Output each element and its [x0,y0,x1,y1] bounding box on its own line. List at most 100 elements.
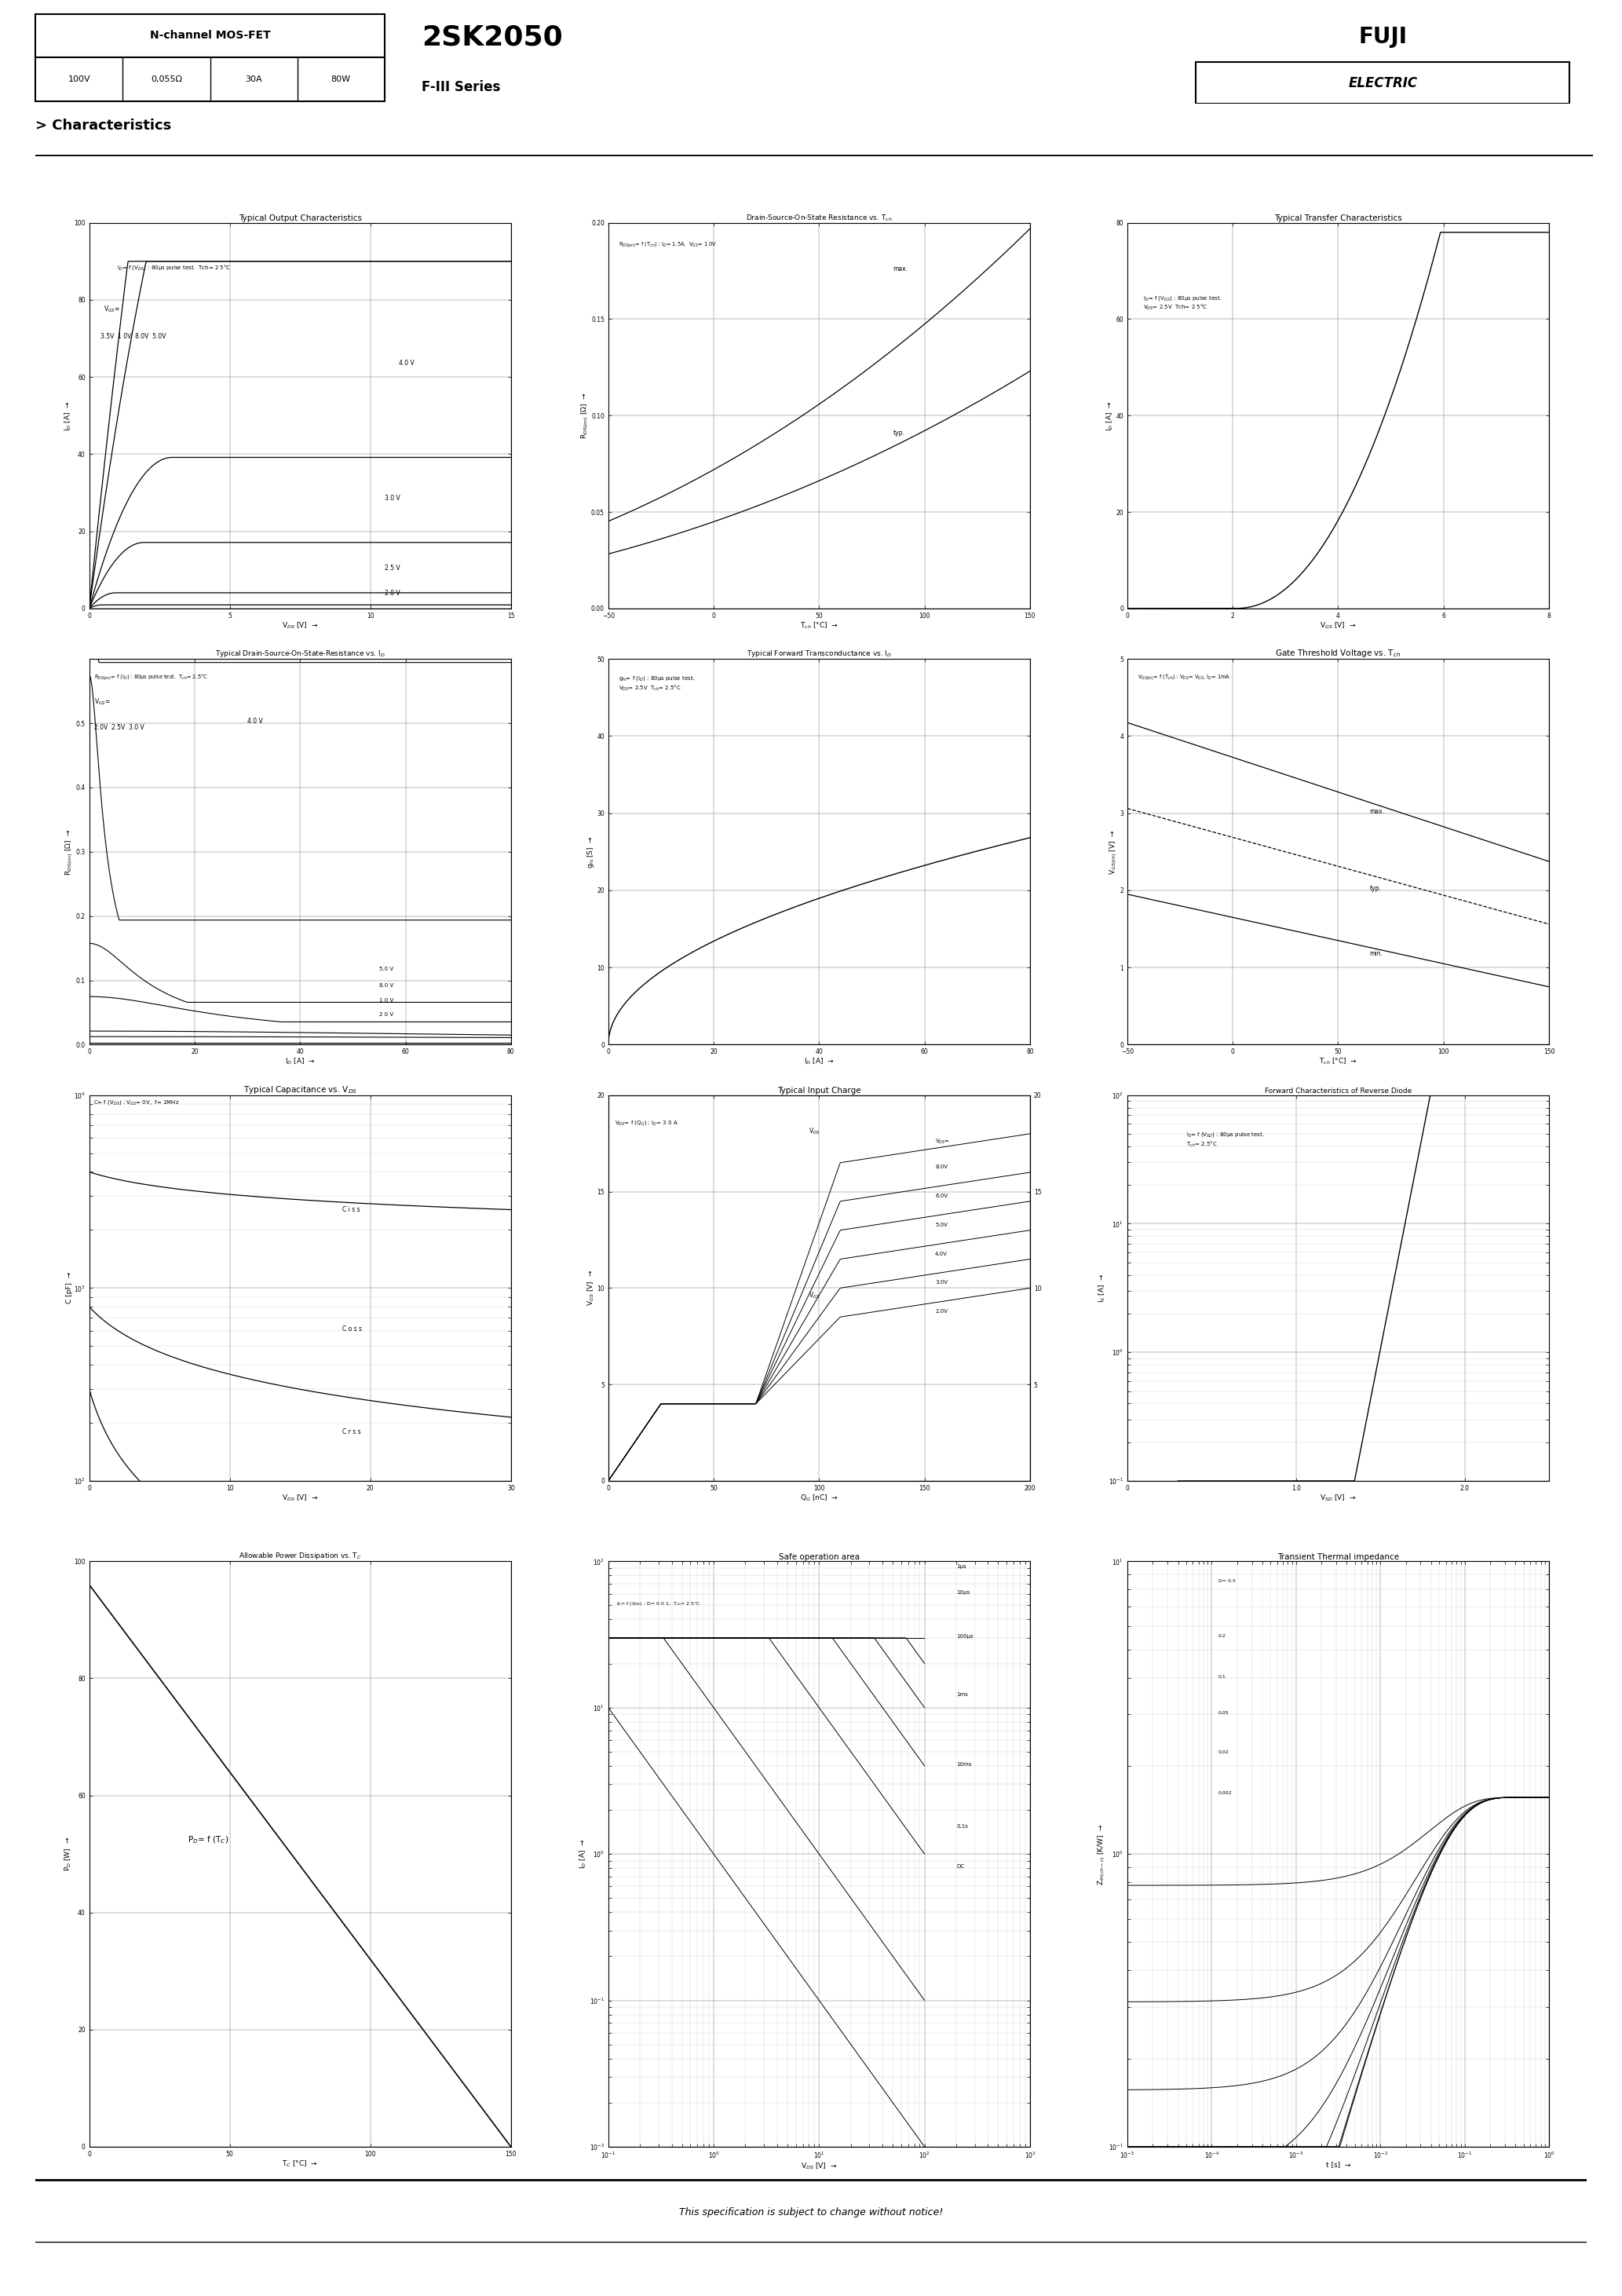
Y-axis label: I$_D$ [A]  →: I$_D$ [A] → [1105,400,1114,432]
Text: 2 0 V: 2 0 V [380,1013,394,1017]
Y-axis label: I$_S$ [A]  →: I$_S$ [A] → [1098,1274,1108,1302]
X-axis label: I$_D$ [A]  →: I$_D$ [A] → [805,1056,834,1065]
Text: 0.1s: 0.1s [957,1825,968,1830]
Y-axis label: g$_{fs}$ [S]  →: g$_{fs}$ [S] → [586,836,595,868]
Title: Drain-Source-On-State Resistance vs. T$_{ch}$: Drain-Source-On-State Resistance vs. T$_… [746,214,892,223]
Text: 2.0V  2.5V  3.0 V: 2.0V 2.5V 3.0 V [94,723,144,730]
Text: C o s s: C o s s [342,1325,362,1332]
Y-axis label: R$_{DS(on)}$ [Ω]  →: R$_{DS(on)}$ [Ω] → [63,829,75,875]
Text: 5.0V: 5.0V [934,1221,947,1226]
Text: 80W: 80W [331,76,350,83]
X-axis label: T$_C$ [°C]  →: T$_C$ [°C] → [282,2158,318,2167]
Text: 4.0V: 4.0V [934,1251,947,1256]
Text: 6.0V: 6.0V [934,1194,947,1199]
Y-axis label: Z$_{th(ch-c)}$ [K/W]  →: Z$_{th(ch-c)}$ [K/W] → [1096,1823,1108,1885]
Text: V$_{GS}$=: V$_{GS}$= [104,305,120,315]
Text: I$_D$= f (V$_{DS}$) : 80μs pulse test.  Tch= 2 5°C: I$_D$= f (V$_{DS}$) : 80μs pulse test. T… [117,264,232,271]
Text: 3.0V: 3.0V [934,1281,947,1286]
Text: g$_{fs}$= f (I$_D$) : 80μs pulse test.
V$_{DS}$= 2.5V  T$_{ch}$= 2.5°C: g$_{fs}$= f (I$_D$) : 80μs pulse test. V… [620,675,696,693]
Text: R$_{DS(on)}$= f (T$_{ch}$) : I$_D$= 1.5A,  V$_{GS}$= 1 0V: R$_{DS(on)}$= f (T$_{ch}$) : I$_D$= 1.5A… [620,241,717,250]
X-axis label: T$_{ch}$ [°C]  →: T$_{ch}$ [°C] → [800,620,839,629]
Text: V$_{DS}$: V$_{DS}$ [809,1127,821,1137]
Title: Typical Input Charge: Typical Input Charge [777,1086,861,1095]
Text: V$_{GS}$=: V$_{GS}$= [94,698,110,707]
Title: Forward Characteristics of Reverse Diode: Forward Characteristics of Reverse Diode [1265,1088,1411,1095]
Bar [1195,62,1570,103]
Text: P$_D$= f (T$_C$): P$_D$= f (T$_C$) [188,1835,229,1846]
Title: Typical Drain-Source-On-State-Resistance vs. I$_D$: Typical Drain-Source-On-State-Resistance… [216,650,384,659]
Text: V$_{DS}$=: V$_{DS}$= [934,1139,950,1146]
Text: min.: min. [1369,951,1384,957]
Y-axis label: V$_{GS(th)}$ [V]  →: V$_{GS(th)}$ [V] → [1108,829,1119,875]
Text: FUJI: FUJI [1358,25,1408,48]
Text: 1μs: 1μs [957,1564,967,1568]
Title: Safe operation area: Safe operation area [779,1552,860,1561]
X-axis label: V$_{GS}$ [V]  →: V$_{GS}$ [V] → [1320,620,1356,629]
Text: N-channel MOS-FET: N-channel MOS-FET [149,30,271,41]
Text: C i s s: C i s s [342,1205,360,1212]
Text: max.: max. [894,266,908,273]
Text: This specification is subject to change without notice!: This specification is subject to change … [680,2206,942,2218]
Text: 2.0V: 2.0V [934,1309,947,1313]
Text: 2SK2050: 2SK2050 [422,23,563,51]
Text: ELECTRIC: ELECTRIC [1348,76,1418,90]
Text: I$_D$= f (V$_{DS}$) : D= 0 0 1,  T$_{ch}$= 2 5°C: I$_D$= f (V$_{DS}$) : D= 0 0 1, T$_{ch}$… [616,1600,701,1607]
Text: 8.0 V: 8.0 V [380,983,394,987]
Text: R$_{DS(on)}$= f (I$_D$) : 80μs pulse test.  T$_{ch}$= 2.5°C: R$_{DS(on)}$= f (I$_D$) : 80μs pulse tes… [94,673,208,682]
Text: I$_S$= f (V$_{SD}$) : 80μs pulse test.
T$_{ch}$= 2.5°C: I$_S$= f (V$_{SD}$) : 80μs pulse test. T… [1186,1132,1265,1148]
Title: Allowable Power Dissipation vs. T$_C$: Allowable Power Dissipation vs. T$_C$ [238,1552,362,1561]
Text: typ.: typ. [1369,884,1382,891]
X-axis label: V$_{SD}$ [V]  →: V$_{SD}$ [V] → [1320,1492,1356,1502]
Text: 0.05: 0.05 [1218,1711,1229,1715]
Text: 3.5V  1 0V  8.0V  5.0V: 3.5V 1 0V 8.0V 5.0V [101,333,165,340]
X-axis label: V$_{DS}$ [V]  →: V$_{DS}$ [V] → [801,2161,837,2172]
Y-axis label: C [pF]  →: C [pF] → [65,1272,73,1304]
Text: F-III Series: F-III Series [422,80,501,94]
Text: 30A: 30A [245,76,263,83]
X-axis label: t [s]  →: t [s] → [1325,2161,1351,2167]
Y-axis label: I$_D$ [A]  →: I$_D$ [A] → [579,1839,589,1869]
Text: 0.2: 0.2 [1218,1635,1226,1637]
Text: C= f (V$_{DS}$) : V$_{GS}$= 0V,  f= 1MHz: C= f (V$_{DS}$) : V$_{GS}$= 0V, f= 1MHz [94,1100,180,1107]
Text: V$_{GS(th)}$= f (T$_{ch}$) : V$_{DS}$= V$_{GS}$, I$_D$= 1mA: V$_{GS(th)}$= f (T$_{ch}$) : V$_{DS}$= V… [1137,673,1231,682]
Text: 0.1: 0.1 [1218,1674,1226,1678]
Title: Typical Transfer Characteristics: Typical Transfer Characteristics [1275,214,1401,223]
Text: 10ms: 10ms [957,1761,972,1766]
X-axis label: V$_{DS}$ [V]  →: V$_{DS}$ [V] → [282,620,318,629]
Text: C r s s: C r s s [342,1428,360,1435]
Text: 4.0 V: 4.0 V [399,360,414,367]
Text: > Characteristics: > Characteristics [36,119,172,133]
Text: DC: DC [957,1864,963,1869]
Y-axis label: I$_D$ [A]  →: I$_D$ [A] → [63,400,73,432]
Text: 3.0 V: 3.0 V [384,496,401,503]
X-axis label: I$_D$ [A]  →: I$_D$ [A] → [285,1056,315,1065]
Title: Transient Thermal impedance: Transient Thermal impedance [1277,1552,1400,1561]
X-axis label: Q$_G$ [nC]  →: Q$_G$ [nC] → [800,1492,839,1502]
Y-axis label: V$_{GS}$ [V]  →: V$_{GS}$ [V] → [586,1270,595,1306]
Text: 5.0 V: 5.0 V [380,967,394,971]
Text: 4.0 V: 4.0 V [247,719,263,726]
Text: 100V: 100V [68,76,91,83]
Text: 1ms: 1ms [957,1692,968,1697]
Text: typ.: typ. [894,429,905,436]
Text: I$_D$= f (V$_{GS}$) : 80μs pulse test.
V$_{DS}$= 2.5V  Tch= 2 5°C: I$_D$= f (V$_{GS}$) : 80μs pulse test. V… [1144,294,1221,312]
Bar [36,57,384,101]
Text: 100μs: 100μs [957,1635,973,1639]
Title: Typical Forward Transconductance vs. I$_D$: Typical Forward Transconductance vs. I$_… [746,650,892,659]
Text: 2.0 V: 2.0 V [384,590,399,597]
Text: 0.002: 0.002 [1218,1791,1233,1795]
Text: 8.0V: 8.0V [934,1164,947,1169]
Y-axis label: R$_{DS(on)}$ [Ω]  →: R$_{DS(on)}$ [Ω] → [579,393,590,439]
X-axis label: V$_{DS}$ [V]  →: V$_{DS}$ [V] → [282,1492,318,1502]
Y-axis label: P$_D$ [W]  →: P$_D$ [W] → [63,1837,73,1871]
Text: 2.5 V: 2.5 V [384,565,399,572]
Title: Typical Output Characteristics: Typical Output Characteristics [238,214,362,223]
Text: 0.02: 0.02 [1218,1750,1229,1754]
Bar [36,14,384,57]
Text: 0,055Ω: 0,055Ω [151,76,182,83]
X-axis label: T$_{ch}$ [°C]  →: T$_{ch}$ [°C] → [1319,1056,1358,1065]
Text: 1 0 V: 1 0 V [380,999,394,1003]
Text: max.: max. [1369,808,1385,815]
Text: V$_{DS}$= f (Q$_G$) : I$_D$= 3 0 A: V$_{DS}$= f (Q$_G$) : I$_D$= 3 0 A [615,1118,678,1127]
Text: 10μs: 10μs [957,1589,970,1593]
